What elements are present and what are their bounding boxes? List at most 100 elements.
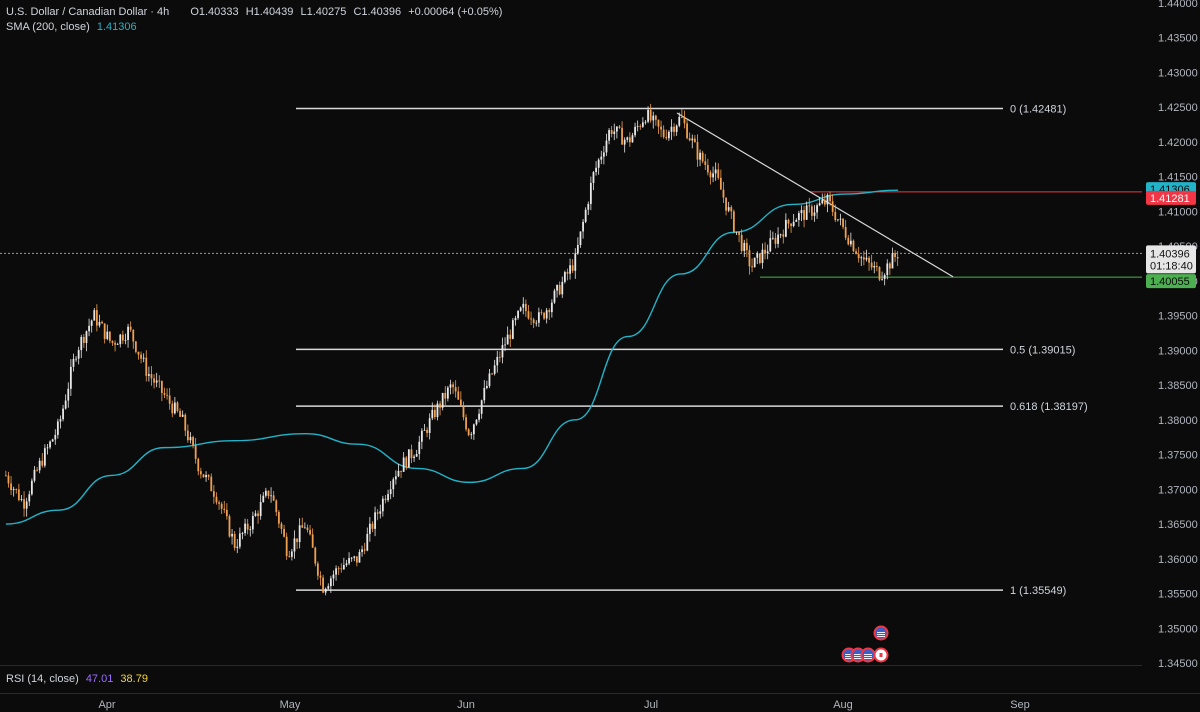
candle-body [888, 263, 891, 269]
candle-body [522, 303, 525, 308]
time-tick-label: Jul [644, 699, 658, 711]
candle-body [298, 525, 301, 543]
candle-body [714, 169, 717, 174]
candle-body [813, 212, 816, 216]
candle-body [111, 340, 114, 343]
candle-body [270, 495, 272, 497]
candle-body [179, 410, 181, 417]
candle-body [545, 310, 548, 319]
price-tick-label: 1.43500 [1158, 33, 1198, 45]
candle-body [262, 495, 265, 503]
candle-body [197, 458, 200, 472]
low-value: L1.40275 [300, 6, 347, 18]
candle-body [207, 475, 210, 477]
symbol-title[interactable]: U.S. Dollar / Canadian Dollar · 4h [6, 6, 170, 18]
candle-body [106, 331, 109, 339]
candle-body [680, 116, 683, 118]
candle-body [319, 575, 322, 578]
candle-body [303, 527, 306, 529]
candle-body [574, 253, 577, 271]
candle-body [140, 354, 142, 359]
candle-body [875, 265, 878, 268]
rsi-legend[interactable]: RSI (14, close) 47.01 38.79 [6, 673, 152, 685]
candle-body [842, 218, 844, 227]
candle-body [623, 139, 626, 145]
candle-body [862, 257, 865, 260]
candle-body [615, 126, 618, 132]
candle-body [662, 129, 665, 137]
price-tick-label: 1.36000 [1158, 554, 1198, 566]
candle-body [93, 310, 96, 321]
flag-stripe [877, 636, 885, 637]
candle-body [215, 496, 218, 503]
candle-body [363, 549, 366, 551]
time-tick-label: Sep [1010, 699, 1030, 711]
candle-body [826, 194, 829, 205]
candle-body [618, 126, 621, 128]
candle-body [69, 366, 72, 389]
trendline-group [676, 112, 954, 278]
candle-body [873, 265, 876, 268]
candle-body [756, 253, 759, 258]
candle-body [579, 231, 582, 245]
candle-body [641, 122, 644, 127]
candle-body [397, 470, 400, 477]
candle-body [652, 115, 655, 121]
candle-body [418, 441, 421, 454]
support-price-tag-bg [1146, 274, 1196, 289]
candle-body [537, 312, 540, 323]
us-event-marker-icon [862, 649, 874, 661]
candle-body [394, 476, 397, 480]
candle-body [95, 310, 98, 326]
fib-level-label: 0 (1.42481) [1010, 104, 1066, 116]
candle-body [881, 278, 883, 280]
candle-body [132, 329, 135, 342]
rsi-pane-divider [0, 665, 1142, 666]
candle-body [745, 242, 748, 251]
candle-body [223, 508, 226, 510]
candle-body [688, 138, 691, 141]
candle-body [353, 556, 356, 558]
candle-body [597, 159, 600, 168]
flag-stripe [845, 654, 853, 655]
candle-body [342, 564, 345, 570]
candle-body [249, 529, 252, 531]
candle-body [610, 130, 613, 135]
candle-body [805, 205, 808, 220]
candle-body [7, 475, 10, 484]
candle-body [527, 311, 530, 319]
candle-body [865, 257, 868, 260]
time-axis-divider [0, 693, 1200, 694]
price-tick-label: 1.34500 [1158, 658, 1198, 670]
candle-body [225, 509, 228, 517]
candle-body [530, 318, 532, 320]
candle-body [779, 234, 782, 236]
candle-body [654, 115, 657, 120]
sma-legend[interactable]: SMA (200, close) 1.41306 [6, 21, 141, 33]
candle-body [400, 470, 402, 472]
candle-body [12, 489, 15, 491]
time-tick-label: May [280, 699, 301, 711]
candle-body [543, 312, 545, 319]
candle-body [160, 381, 163, 394]
rsi-value-2: 38.79 [120, 673, 148, 685]
candle-body [797, 213, 800, 220]
close-value: C1.40396 [353, 6, 402, 18]
flag-stripe [877, 632, 885, 633]
candle-body [816, 205, 818, 213]
price-tick-label: 1.42000 [1158, 137, 1198, 149]
candle-body [504, 344, 506, 346]
candle-body [4, 475, 7, 477]
candle-body [600, 156, 603, 160]
candle-body [176, 402, 179, 411]
candle-body [771, 237, 774, 239]
candle-body [855, 251, 857, 255]
candle-body [413, 456, 415, 459]
candle-body [41, 460, 44, 466]
candle-body [483, 388, 486, 401]
candle-body [431, 409, 434, 419]
candle-body [155, 380, 158, 383]
candle-body [498, 356, 501, 358]
candle-body [103, 323, 106, 339]
